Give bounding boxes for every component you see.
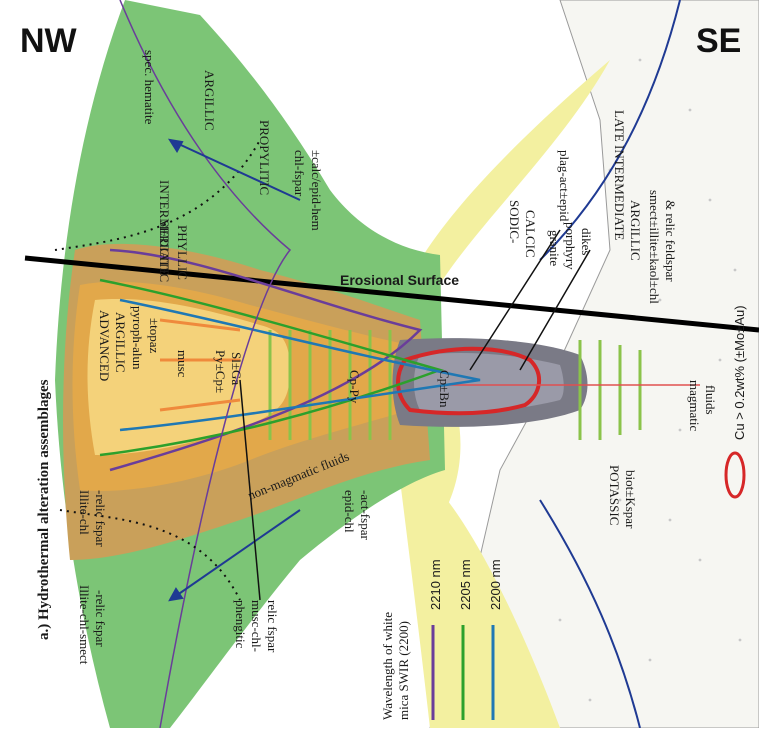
erosional-surface-line [24, 255, 759, 333]
label-relic-fspar: -relic fspar [93, 490, 108, 547]
label-argillic-adv: ARGILLIC [113, 312, 128, 373]
label-granite: granite [547, 230, 562, 266]
legend-label-2200: 2200 nm [488, 559, 503, 610]
label-sericitic: SERICITIC [157, 220, 172, 282]
label-illite-chl: Illite-chl [77, 490, 92, 535]
label-epid-chl: epid-chl [342, 490, 357, 533]
label-relic-fspar2: -relic fspar [93, 590, 108, 647]
label-calc-epid-hem: ±calc/epid-hem [309, 150, 324, 231]
label-act-fspar: -act-fspar [358, 490, 373, 540]
label-advanced: ADVANCED [97, 310, 112, 381]
host-rock-region [429, 0, 759, 729]
label-plag-act-epid: plag-act±epid [557, 150, 572, 222]
sodic-boundary-blue-lower [539, 499, 641, 729]
propylitic-boundary-purple [119, 0, 292, 729]
label-musc-chl: musc-chl- [249, 600, 264, 652]
label-spec-hematite: spec. hematite [142, 50, 157, 125]
label-pyroph-alun: pyroph-alun [130, 306, 145, 370]
label-smect: smect±illite±kaol±chl [647, 190, 662, 304]
legend-label-2210: 2210 nm [428, 559, 443, 610]
label-relic-feldspar: & relic feldspar [663, 200, 678, 282]
label-argillic-late: ARGILLIC [628, 200, 643, 261]
label-sodic: SODIC- [507, 200, 522, 243]
label-potassic: POTASSIC [607, 465, 622, 525]
label-cp-py: Cp-Py [347, 370, 362, 404]
swir-2205-line [99, 278, 445, 457]
label-chl-fspar: chl-fspar [292, 150, 307, 197]
label-porphyry: porphyry [563, 222, 578, 270]
label-py-cp: Py±Cp± [213, 350, 228, 393]
label-calcic: CALCIC [523, 210, 538, 258]
nw-label: NW [20, 22, 78, 60]
label-relic-fspar3: relic fspar [265, 600, 280, 653]
label-phengitic: phengitic [233, 600, 248, 649]
swir-legend: Wavelength of white mica SWIR (2200) 221… [380, 305, 747, 720]
black-pointers [239, 229, 591, 601]
side-title: a.) Hydrothermal alteration assemblages [36, 379, 52, 640]
swir-lines [99, 0, 681, 729]
label-dikes: dikes [579, 228, 594, 255]
label-sl-ga: Sl±Ga [229, 352, 244, 385]
cu-shell [396, 346, 541, 416]
se-label: SE [696, 22, 741, 60]
sodic-boundary-blue [539, 0, 681, 261]
label-illite-chl-smect: Illite-chl-smect [77, 585, 92, 665]
legend-title-2: mica SWIR (2200) [396, 621, 411, 720]
label-magmatic: magmatic [687, 380, 702, 431]
potassic-core-light [414, 353, 564, 412]
dotted-boundary-lower [59, 509, 241, 601]
label-fluids: fluids [703, 385, 718, 415]
label-intermediate: INTERMEDIATE [157, 180, 172, 275]
label-late: LATE INTERMEDIATE [612, 110, 627, 240]
swir-2200-line [119, 298, 481, 432]
cu-legend-swatch [724, 451, 746, 499]
orange-arrows [159, 318, 241, 412]
fluid-arrows [167, 138, 301, 602]
potassic-hatch [578, 340, 642, 440]
label-argillic-top: ARGILLIC [202, 70, 217, 131]
cu-legend-label: Cu > 0.2wt% (±Mo±Au) [732, 305, 747, 440]
sodic-calcic-zone-lower [420, 330, 560, 728]
label-phyllic: PHYLLIC [175, 225, 190, 280]
zone-labels: INTERMEDIATE spec. hematite ARGILLIC PRO… [77, 50, 718, 665]
erosional-surface-label: Erosional Surface [340, 272, 459, 288]
label-cp-bn: Cp±Bn [437, 370, 452, 408]
label-propylitic: PROPYLITIC [257, 120, 272, 195]
legend-label-2205: 2205 nm [458, 559, 473, 610]
label-musc: musc [175, 350, 190, 378]
legend-title-1: Wavelength of white [380, 612, 395, 720]
label-biot-kspar: biot±Kspar [623, 470, 638, 529]
label-topaz: ±topaz [147, 318, 162, 354]
